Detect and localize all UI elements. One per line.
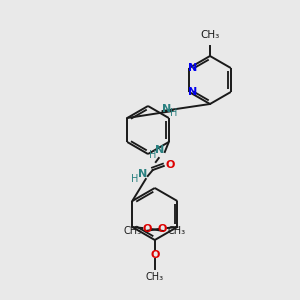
Text: H: H <box>149 150 157 160</box>
Text: O: O <box>165 160 175 170</box>
Text: N: N <box>155 145 164 155</box>
Text: N: N <box>188 63 197 73</box>
Text: O: O <box>150 250 160 260</box>
Text: H: H <box>131 174 139 184</box>
Text: CH₃: CH₃ <box>146 272 164 282</box>
Text: CH₃: CH₃ <box>200 30 220 40</box>
Text: CH₃: CH₃ <box>123 226 141 236</box>
Text: N: N <box>162 104 171 114</box>
Text: H: H <box>170 108 177 118</box>
Text: N: N <box>138 169 147 179</box>
Text: O: O <box>158 224 167 234</box>
Text: O: O <box>142 224 152 234</box>
Text: CH₃: CH₃ <box>167 226 185 236</box>
Text: N: N <box>188 87 197 97</box>
